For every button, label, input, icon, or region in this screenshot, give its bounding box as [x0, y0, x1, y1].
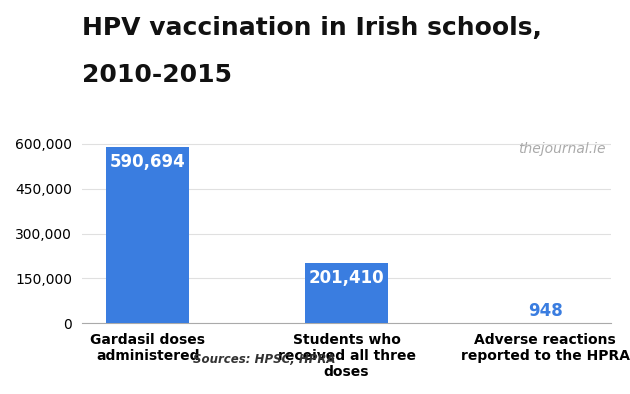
- Text: 590,694: 590,694: [110, 153, 186, 171]
- Text: 201,410: 201,410: [309, 269, 384, 287]
- Text: 2010-2015: 2010-2015: [82, 63, 232, 87]
- Bar: [106, 147, 190, 323]
- Bar: [305, 263, 388, 323]
- Text: thejournal.ie: thejournal.ie: [518, 142, 606, 156]
- Text: HPV vaccination in Irish schools,: HPV vaccination in Irish schools,: [82, 16, 542, 40]
- Text: 948: 948: [528, 302, 563, 320]
- Text: Sources: HPSC, HPRA: Sources: HPSC, HPRA: [193, 353, 336, 366]
